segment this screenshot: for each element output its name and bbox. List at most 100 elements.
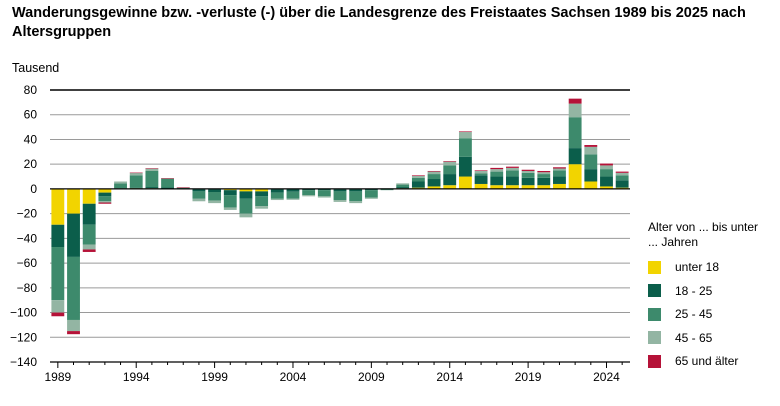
bar-segment-1993-a25_45 [114, 183, 127, 189]
x-tick-label-2014: 2014 [436, 370, 463, 384]
legend-label: 45 - 65 [675, 330, 713, 345]
bar-segment-1998-a18_25 [192, 189, 206, 192]
bar-segment-1989-a18_25 [51, 224, 65, 248]
bar-segment-2024-a65plus [600, 163, 613, 166]
bar-segment-2019-a25_45 [521, 172, 535, 178]
bar-segment-2001-a18_25 [239, 191, 253, 199]
bar-segment-2008-a25_45 [349, 191, 363, 202]
legend-item-a65plus: 65 und älter [648, 352, 768, 370]
bar-segment-2010-a25_45 [380, 188, 394, 191]
bar-segment-2020-a45_65 [537, 172, 551, 175]
bar-segment-2016-a65plus [474, 170, 488, 171]
bar-segment-1998-a45_65 [192, 198, 206, 202]
bar-segment-2015-a65plus [458, 131, 472, 133]
bar-segment-2020-under18 [537, 185, 551, 189]
bar-segment-2011-a45_65 [396, 183, 410, 185]
bar-segment-1992-under18 [98, 188, 112, 193]
bar-segment-1994-a25_45 [129, 175, 143, 188]
bar-segment-2003-a45_65 [270, 198, 284, 201]
bar-segment-1991-a25_45 [82, 224, 96, 245]
x-tick-label-1994: 1994 [123, 370, 150, 384]
axes: 80 60 40 20 0 −20 −40 −60 −80 −100 −120 −140 1989 199… [10, 83, 630, 384]
grid-lines [50, 89, 630, 363]
bar-segment-1994-a18_25 [129, 187, 143, 189]
bar-segment-1999-a25_45 [208, 192, 222, 201]
bar-segment-2007-a45_65 [333, 200, 347, 202]
bar-segment-1994-a65plus [129, 172, 143, 174]
y-axis-unit-label: Tausend [12, 61, 60, 75]
bar-segment-1990-a45_65 [67, 319, 80, 332]
bar-segment-2004-a45_65 [286, 198, 300, 200]
bar-segment-1998-a25_45 [192, 191, 206, 199]
bar-segment-2006-a25_45 [317, 190, 331, 197]
bars [51, 98, 629, 335]
bar-segment-2020-a18_25 [537, 177, 551, 186]
bar-segment-1995-a45_65 [145, 168, 159, 171]
bar-segment-2008-a18_25 [349, 189, 363, 192]
x-tick-label-2019: 2019 [515, 370, 542, 384]
bar-segment-2004-a25_45 [286, 191, 300, 199]
legend-label: 18 - 25 [675, 283, 713, 298]
bar-segment-2023-a45_65 [584, 146, 598, 155]
bar-segment-2025-a45_65 [615, 172, 629, 176]
bar-segment-2012-a65plus [411, 175, 425, 176]
bar-segment-2023-a25_45 [584, 154, 598, 170]
y-tick-label: 80 [24, 83, 38, 97]
y-tick-label: 40 [24, 132, 38, 146]
bar-segment-2002-a25_45 [255, 196, 269, 207]
bar-segment-2016-a25_45 [474, 173, 488, 176]
bar-segment-1993-a45_65 [114, 181, 127, 184]
bar-segment-2015-a45_65 [458, 132, 472, 139]
bar-segment-2024-a25_45 [600, 169, 613, 177]
bar-segment-1990-a18_25 [67, 213, 80, 257]
bar-segment-2001-a25_45 [239, 198, 253, 214]
y-tick-label: −80 [17, 281, 38, 295]
bar-segment-2016-a45_65 [474, 170, 488, 174]
legend-items: unter 18 18 - 25 25 - 45 45 - 65 65 und älte… [648, 258, 768, 370]
x-tick-label-2004: 2004 [280, 370, 307, 384]
bar-segment-2011-a18_25 [396, 187, 410, 189]
y-tick-label: −100 [10, 306, 37, 320]
legend-label: 25 - 45 [675, 307, 713, 321]
y-tick-label: −40 [17, 231, 38, 245]
bar-segment-2015-a18_25 [458, 156, 472, 177]
bar-segment-2009-a45_65 [364, 197, 378, 199]
legend-label: unter 18 [675, 260, 720, 274]
bar-segment-2025-a25_45 [615, 175, 629, 181]
bar-segment-2022-a45_65 [568, 103, 582, 118]
legend-item-a45_65: 45 - 65 [648, 329, 768, 347]
bar-segment-2014-a45_65 [443, 161, 457, 166]
bar-segment-2011-a25_45 [396, 184, 410, 188]
bar-segment-2019-under18 [521, 185, 535, 189]
bar-segment-2001-under18 [239, 188, 253, 192]
bar-segment-2006-a45_65 [317, 196, 331, 198]
bar-segment-2013-under18 [427, 186, 441, 189]
bar-segment-2002-a45_65 [255, 206, 269, 209]
bar-segment-2012-a25_45 [411, 177, 425, 182]
bar-segment-2012-under18 [411, 187, 425, 189]
bar-segment-2016-under18 [474, 183, 488, 189]
bar-segment-2020-a65plus [537, 170, 551, 173]
bar-segment-2018-a45_65 [506, 167, 519, 171]
bar-segment-2002-a18_25 [255, 191, 269, 197]
bar-segment-2013-a18_25 [427, 179, 441, 187]
bar-segment-1996-a65plus [161, 178, 174, 179]
legend: Alter von ... bis unter ... Jahren unter… [648, 220, 768, 376]
bar-segment-2002-under18 [255, 188, 269, 192]
bar-segment-1991-a18_25 [82, 203, 96, 225]
bar-segment-2017-a25_45 [490, 171, 504, 177]
bar-segment-2021-a65plus [553, 167, 566, 169]
y-tick-label: 0 [30, 182, 37, 196]
bar-segment-2012-a18_25 [411, 181, 425, 188]
bar-segment-2000-under18 [223, 188, 237, 191]
y-tick-label: −20 [17, 207, 38, 221]
y-tick-label: 60 [24, 108, 38, 122]
bar-segment-2013-a25_45 [427, 174, 441, 180]
bar-segment-1991-a45_65 [82, 244, 96, 250]
bar-segment-2024-a18_25 [600, 176, 613, 187]
bar-segment-2014-under18 [443, 185, 457, 189]
bar-segment-2019-a65plus [521, 169, 535, 171]
bar-segment-2019-a45_65 [521, 170, 535, 173]
bar-segment-1989-a45_65 [51, 300, 65, 313]
legend-swatch [648, 260, 661, 274]
